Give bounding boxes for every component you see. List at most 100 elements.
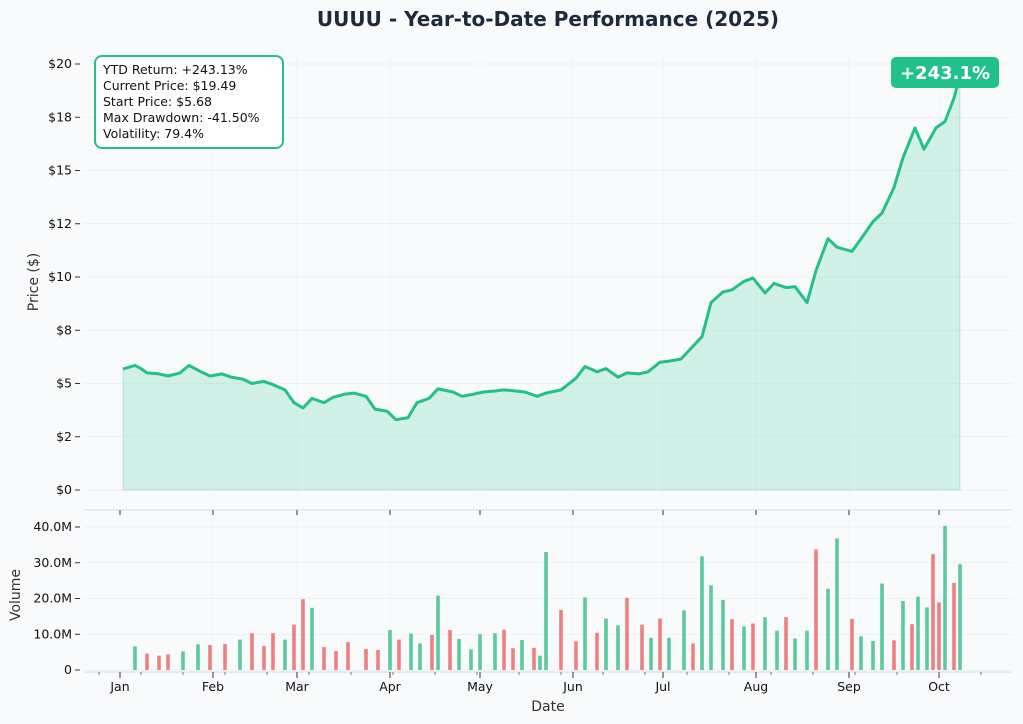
- price-y-tick-label: $15: [48, 163, 72, 178]
- volume-bar: [595, 632, 599, 670]
- volume-bar: [133, 646, 137, 670]
- volume-y-tick-label: 20.0M: [33, 591, 72, 606]
- volume-bar: [196, 644, 200, 670]
- price-y-tick-label: $8: [56, 322, 72, 337]
- volume-x-tick-label: Jan: [109, 679, 129, 694]
- stat-volatility: Volatility: 79.4%: [103, 126, 204, 141]
- volume-bar: [493, 633, 497, 670]
- stat-max-drawdown: Max Drawdown: -41.50%: [103, 110, 260, 125]
- price-line: [122, 74, 962, 422]
- volume-bars: [133, 525, 962, 671]
- volume-bar: [640, 624, 644, 670]
- volume-bar: [835, 538, 839, 670]
- price-y-tick-label: $0: [56, 482, 72, 497]
- volume-x-tick-label: Oct: [928, 679, 950, 694]
- volume-bar: [559, 609, 563, 670]
- volume-panel: 0 10.0M 20.0M 30.0M 40.0M Jan Feb Mar Apr May Jun…: [8, 519, 1012, 715]
- volume-bar: [511, 648, 515, 670]
- volume-bar: [208, 645, 212, 670]
- stat-start-price: Start Price: $5.68: [103, 94, 212, 109]
- stat-ytd-return: YTD Return: +243.13%: [102, 62, 248, 77]
- volume-bar: [583, 597, 587, 670]
- volume-bar: [937, 602, 941, 670]
- volume-y-tick-label: 10.0M: [33, 626, 72, 641]
- volume-bar: [649, 637, 653, 670]
- volume-bar: [409, 633, 413, 670]
- stat-current-price: Current Price: $19.49: [103, 78, 236, 93]
- chart-title: UUUU - Year-to-Date Performance (2025): [317, 7, 779, 31]
- volume-bar: [364, 648, 368, 670]
- volume-bar: [520, 640, 524, 670]
- volume-bar: [157, 655, 161, 670]
- volume-bar: [805, 630, 809, 670]
- volume-bar: [901, 601, 905, 670]
- volume-x-tick-label: May: [467, 679, 493, 694]
- volume-bar: [814, 549, 818, 670]
- x-axis-label: Date: [531, 699, 564, 715]
- volume-bar: [931, 554, 935, 670]
- volume-bar: [346, 642, 350, 670]
- volume-bar: [892, 640, 896, 670]
- return-badge: +243.1%: [891, 57, 999, 88]
- volume-gridlines: [84, 520, 1012, 672]
- volume-bar: [952, 582, 956, 670]
- volume-bar: [604, 618, 608, 670]
- volume-bar: [448, 630, 452, 670]
- volume-x-tick-label: Aug: [744, 679, 768, 694]
- volume-bar: [376, 650, 380, 670]
- price-y-tick-label: $10: [48, 269, 72, 284]
- volume-bar: [250, 633, 254, 670]
- price-y-ticks: $0 $2 $5 $8 $10 $12 $15 $18 $20: [48, 56, 80, 497]
- volume-bar: [538, 655, 542, 670]
- volume-bar: [751, 623, 755, 670]
- volume-bar: [625, 597, 629, 670]
- volume-bar: [430, 635, 434, 670]
- volume-bar: [721, 599, 725, 670]
- volume-bar: [916, 596, 920, 670]
- volume-bar: [181, 651, 185, 670]
- volume-bar: [859, 636, 863, 670]
- volume-bar: [793, 638, 797, 670]
- volume-bar: [574, 641, 578, 670]
- volume-bar: [292, 624, 296, 670]
- volume-bar: [667, 637, 671, 670]
- return-badge-background: [891, 57, 999, 88]
- price-y-tick-label: $18: [48, 109, 72, 124]
- volume-bar: [301, 599, 305, 670]
- volume-bar: [418, 643, 422, 670]
- volume-x-tick-label: Sep: [837, 679, 861, 694]
- price-panel: $0 $2 $5 $8 $10 $12 $15 $18 $20 Price ($) YTD Re…: [26, 55, 1012, 515]
- price-y-axis-label: Price ($): [26, 253, 42, 311]
- volume-bar: [322, 647, 326, 670]
- volume-bar: [742, 626, 746, 670]
- volume-bar: [478, 634, 482, 671]
- volume-bar: [238, 639, 242, 670]
- volume-x-tick-label: Feb: [202, 679, 224, 694]
- volume-bar: [658, 618, 662, 670]
- volume-bar: [532, 647, 536, 670]
- volume-y-tick-label: 30.0M: [33, 555, 72, 570]
- volume-bar: [682, 610, 686, 670]
- volume-bar: [310, 607, 314, 670]
- volume-bar: [850, 618, 854, 670]
- stats-info-box-frame: [94, 55, 284, 149]
- volume-bar: [958, 564, 962, 670]
- volume-bar: [943, 525, 947, 670]
- volume-x-ticks: Jan Feb Mar Apr May Jun Jul Aug Sep Oct: [84, 671, 1012, 694]
- volume-x-tick-label: Jul: [654, 679, 670, 694]
- volume-bar: [271, 633, 275, 670]
- volume-bar: [283, 639, 287, 670]
- return-badge-label: +243.1%: [900, 63, 990, 84]
- volume-bar: [223, 643, 227, 670]
- volume-bar: [166, 654, 170, 670]
- volume-bar: [925, 607, 929, 670]
- volume-bar: [709, 585, 713, 670]
- volume-bar: [145, 653, 149, 670]
- volume-y-tick-label: 0: [64, 662, 72, 677]
- price-y-tick-label: $20: [48, 56, 72, 71]
- volume-bar: [457, 638, 461, 670]
- volume-y-tick-label: 40.0M: [33, 519, 72, 534]
- volume-x-tick-label: Mar: [285, 679, 309, 694]
- volume-bar: [616, 625, 620, 670]
- volume-x-tick-label: Jun: [562, 679, 583, 694]
